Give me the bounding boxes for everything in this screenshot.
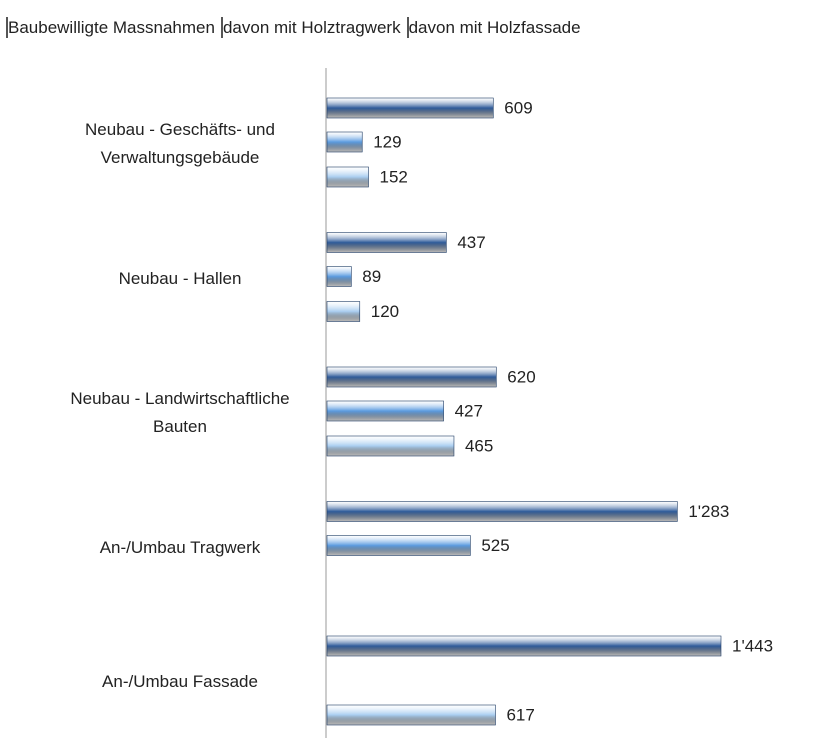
legend-swatch [220,17,223,38]
bar [326,97,494,119]
category-label: Neubau - Landwirtschaftliche Bauten [70,389,290,436]
data-label: 427 [455,401,483,420]
data-label: 617 [506,705,534,724]
data-label: 620 [507,367,535,386]
data-label: 120 [371,302,399,321]
legend-swatch [406,17,409,38]
bar [326,266,352,287]
data-label: 89 [362,267,381,286]
bar [326,166,369,188]
data-label: 465 [465,436,493,455]
data-label: 152 [380,167,408,186]
category-label: Neubau - Hallen [118,268,242,288]
category-label: Neubau - Geschäfts- und Verwaltungsgebäu… [85,120,275,167]
legend-label: davon mit Holztragwerk [222,18,401,37]
bar [326,232,447,253]
bar [326,635,722,657]
category-label: An-/Umbau Fassade [102,672,258,691]
legend-label: Baubewilligte Massnahmen [8,18,215,37]
bar [326,704,496,726]
legend: Baubewilligte Massnahmen davon mit Holztr… [6,17,581,38]
data-label: 129 [373,132,401,151]
data-label: 1'443 [732,636,773,655]
category-label: An-/Umbau Tragwerk [99,537,261,557]
bar [326,366,497,388]
legend-label: davon mit Holzfassade [408,18,581,37]
data-label: 525 [481,536,509,555]
bar [326,400,444,422]
data-label: 609 [504,98,532,117]
legend-item: Baubewilligte Massnahmen [6,17,215,38]
bar [326,535,471,556]
data-label: 1'283 [688,502,729,521]
bar [326,435,455,457]
bar [326,301,361,322]
legend-item: davon mit Holztragwerk [220,17,401,38]
legend-swatch [6,17,8,38]
legend-item: davon mit Holzfassade [406,17,581,38]
bar [326,131,363,153]
data-label: 437 [457,233,485,252]
bar [326,501,678,522]
